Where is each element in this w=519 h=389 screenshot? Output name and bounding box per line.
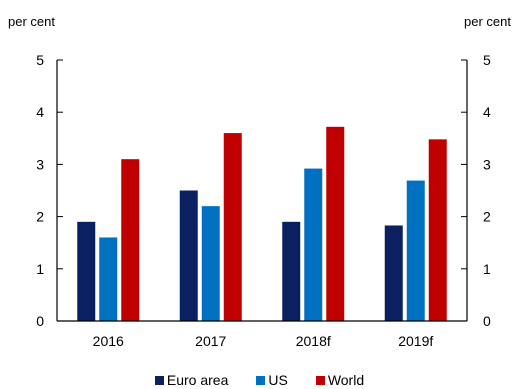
left-y-tick-label: 3 <box>36 156 44 172</box>
x-tick-label: 2019f <box>398 333 433 349</box>
legend-item-euro-area: Euro area <box>154 372 229 388</box>
bar-us-2019f <box>406 180 425 321</box>
legend-item-world: World <box>315 372 365 388</box>
bar-world-2019f <box>428 139 447 321</box>
legend-item-us: US <box>256 372 288 388</box>
left-y-tick-label: 2 <box>36 209 44 225</box>
bar-euro-area-2016 <box>77 221 96 321</box>
legend-label: US <box>268 372 288 388</box>
bar-us-2016 <box>99 237 118 321</box>
axes-group: 2016 2017 2018f 2019f 0 0 1 1 2 2 3 3 4 4 5 5 <box>36 52 491 349</box>
bar-world-2018f <box>326 126 345 321</box>
bars-group <box>77 126 447 321</box>
legend: Euro area US World <box>0 372 519 388</box>
right-y-tick-label: 1 <box>483 261 491 277</box>
bar-us-2018f <box>304 168 323 321</box>
right-axis-unit: per cent <box>464 14 511 29</box>
right-y-tick-label: 0 <box>483 313 491 329</box>
bar-euro-area-2018f <box>282 221 301 321</box>
legend-swatch <box>154 376 164 385</box>
left-y-tick-label: 5 <box>36 52 44 68</box>
x-tick-label: 2018f <box>296 333 331 349</box>
legend-swatch <box>256 376 266 385</box>
legend-label: Euro area <box>166 372 229 388</box>
bar-euro-area-2017 <box>179 190 198 321</box>
bar-us-2017 <box>201 206 220 321</box>
left-axis-unit: per cent <box>8 14 55 29</box>
right-y-tick-label: 2 <box>483 209 491 225</box>
right-y-tick-label: 4 <box>483 104 491 120</box>
legend-swatch <box>315 376 325 385</box>
x-tick-label: 2016 <box>93 333 124 349</box>
x-tick-label: 2017 <box>195 333 226 349</box>
right-y-tick-label: 3 <box>483 156 491 172</box>
left-y-tick-label: 4 <box>36 104 44 120</box>
left-y-tick-label: 0 <box>36 313 44 329</box>
legend-label: World <box>327 372 365 388</box>
left-y-tick-label: 1 <box>36 261 44 277</box>
bar-world-2016 <box>121 159 140 321</box>
right-y-tick-label: 5 <box>483 52 491 68</box>
bar-world-2017 <box>223 133 242 321</box>
bar-euro-area-2019f <box>384 225 403 321</box>
